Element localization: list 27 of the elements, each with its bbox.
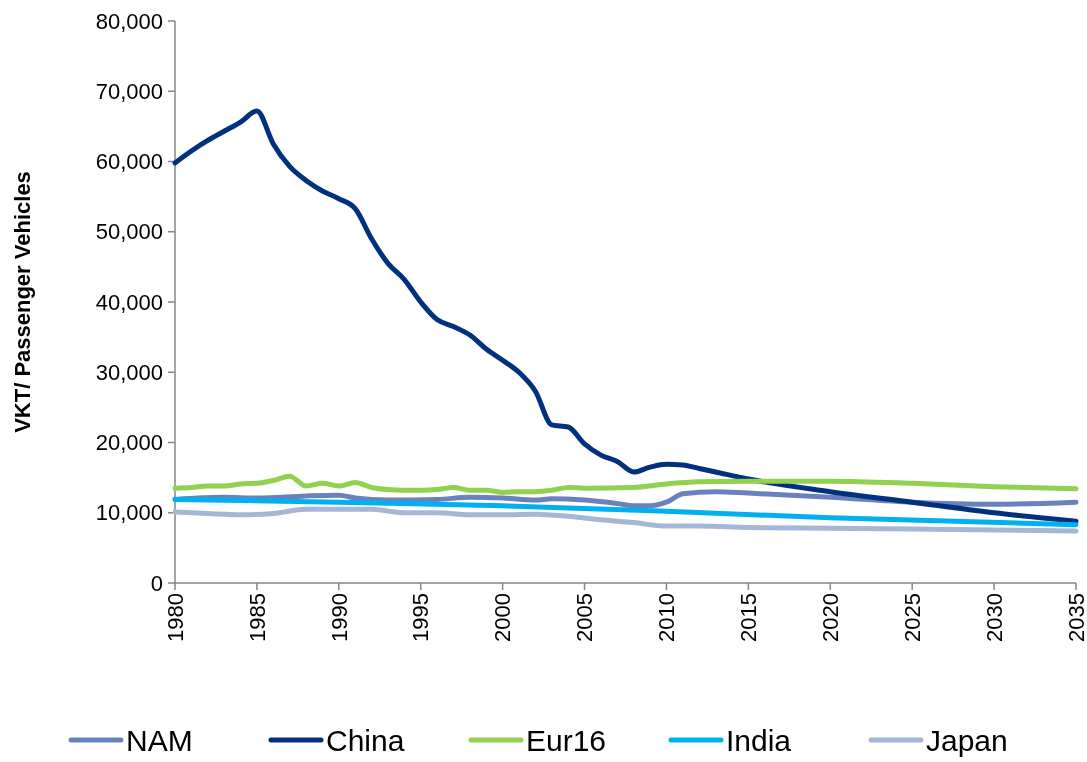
y-tick-label: 20,000 <box>95 430 163 456</box>
legend-label: China <box>326 723 405 757</box>
x-tick-label: 2000 <box>490 593 516 642</box>
x-tick-label: 2015 <box>736 593 762 642</box>
x-tick-label: 1980 <box>162 593 188 642</box>
y-tick-label: 10,000 <box>95 500 163 526</box>
x-tick-label: 2020 <box>817 593 843 642</box>
legend-label: India <box>726 723 792 757</box>
y-tick-label: 70,000 <box>95 78 163 104</box>
x-tick-label: 2025 <box>899 593 925 642</box>
x-tick-label: 1990 <box>326 593 352 642</box>
y-tick-label: 50,000 <box>95 219 163 245</box>
x-tick-label: 2005 <box>572 593 598 642</box>
y-tick-label: 80,000 <box>95 8 163 34</box>
legend-label: NAM <box>126 723 193 757</box>
x-tick-label: 1995 <box>408 593 434 642</box>
y-tick-label: 40,000 <box>95 289 163 315</box>
x-tick-label: 2010 <box>654 593 680 642</box>
y-tick-label: 30,000 <box>95 359 163 385</box>
y-tick-label: 0 <box>150 570 163 596</box>
legend-label: Japan <box>926 723 1008 757</box>
y-axis-title: VKT/ Passenger Vehicles <box>10 171 35 433</box>
x-tick-label: 2030 <box>981 593 1007 642</box>
y-tick-label: 60,000 <box>95 149 163 175</box>
x-tick-label: 2035 <box>1063 593 1087 642</box>
x-tick-label: 1985 <box>244 593 270 642</box>
legend-label: Eur16 <box>526 723 607 757</box>
